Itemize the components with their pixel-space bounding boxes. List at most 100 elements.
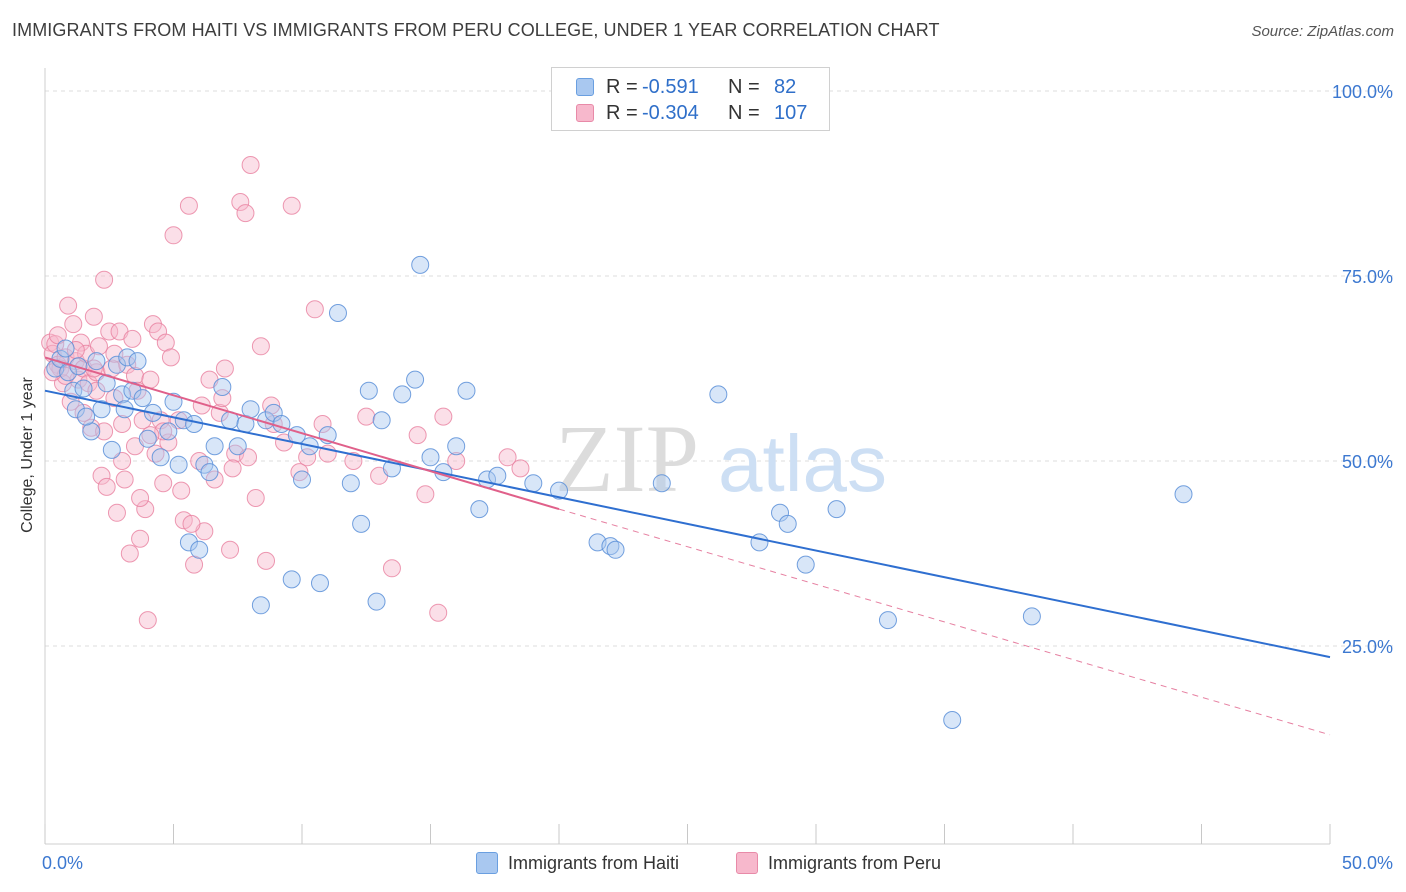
trend-lines <box>44 356 1331 736</box>
legend-row-haiti: R = -0.591 N = 82 <box>576 75 796 99</box>
data-point-peru <box>131 489 150 507</box>
data-point-peru <box>408 426 427 445</box>
data-point-haiti <box>190 540 209 559</box>
data-point-peru <box>182 514 201 533</box>
data-point-peru <box>305 300 324 319</box>
data-point-peru <box>282 196 301 215</box>
data-point-haiti <box>352 514 371 533</box>
trend-line-peru-extension <box>558 508 1331 736</box>
data-point-haiti <box>56 339 75 358</box>
data-point-haiti <box>406 370 425 389</box>
legend-n-value: 82 <box>774 75 797 98</box>
data-point-haiti <box>293 470 311 489</box>
data-point-peru <box>190 452 209 470</box>
series-legend: Immigrants from Haiti Immigrants from Pe… <box>0 852 1406 878</box>
legend-r-label: R = <box>606 101 638 124</box>
data-point-peru <box>120 544 139 563</box>
source-label: Source: ZipAtlas.com <box>1251 23 1394 40</box>
legend-r-label: R = <box>606 75 638 98</box>
data-point-haiti <box>750 533 769 552</box>
y-tick-label: 100.0% <box>1332 82 1393 102</box>
legend-item-peru[interactable]: Immigrants from Peru <box>736 852 941 874</box>
data-point-haiti <box>778 514 797 533</box>
data-point-haiti <box>709 385 728 404</box>
data-point-haiti <box>113 385 132 404</box>
y-tick-label: 50.0% <box>1342 452 1393 472</box>
data-point-haiti <box>133 389 152 408</box>
legend-r-value: -0.304 <box>642 101 699 124</box>
data-point-haiti <box>601 537 620 556</box>
data-point-peru <box>239 448 258 467</box>
legend-n-value: 107 <box>774 101 808 124</box>
data-point-peru <box>89 337 108 356</box>
data-point-haiti <box>1022 607 1041 626</box>
watermark-atlas: atlas <box>718 419 887 508</box>
data-point-haiti <box>138 429 157 448</box>
data-point-haiti <box>341 474 360 493</box>
data-point-peru <box>115 470 134 489</box>
data-point-peru <box>231 193 250 211</box>
legend-swatch-haiti <box>576 78 594 96</box>
data-point-peru <box>138 611 157 630</box>
data-point-haiti <box>159 422 178 441</box>
x-tick-label: 0.0% <box>42 853 83 873</box>
data-point-haiti <box>878 611 897 630</box>
data-point-haiti <box>372 411 391 430</box>
data-point-peru <box>236 204 255 223</box>
y-tick-label: 25.0% <box>1342 637 1393 657</box>
data-point-haiti <box>524 474 543 493</box>
data-point-peru <box>221 540 240 559</box>
data-point-haiti <box>282 570 301 589</box>
data-point-haiti <box>550 481 568 500</box>
legend-n-label: N = <box>728 101 760 124</box>
data-point-haiti <box>411 255 430 274</box>
stats-legend: R = -0.591 N = 82 R = -0.304 N = 107 <box>551 67 830 131</box>
tick-labels: 100.0% 75.0% 50.0% 25.0% 0.0% 50.0% <box>42 82 1393 873</box>
data-point-peru <box>100 322 119 341</box>
data-point-haiti <box>228 437 247 456</box>
watermark: ZIP atlas <box>555 405 887 512</box>
data-point-haiti <box>200 463 219 482</box>
data-point-peru <box>53 374 72 393</box>
data-point-peru <box>215 359 234 378</box>
data-point-peru <box>447 452 466 470</box>
trend-line-peru <box>44 356 560 511</box>
data-point-haiti <box>118 348 137 367</box>
data-point-haiti <box>66 400 85 419</box>
data-point-peru <box>511 459 530 478</box>
legend-swatch-peru <box>736 852 758 874</box>
data-point-peru <box>95 270 114 289</box>
legend-item-haiti[interactable]: Immigrants from Haiti <box>476 852 679 874</box>
data-point-peru <box>113 415 132 433</box>
legend-r-value: -0.591 <box>642 75 699 98</box>
data-point-haiti <box>470 500 489 519</box>
data-point-haiti <box>179 533 198 552</box>
data-point-haiti <box>107 355 126 374</box>
data-point-peru <box>48 326 67 345</box>
legend-row-peru: R = -0.304 N = 107 <box>576 101 807 125</box>
legend-label-haiti: Immigrants from Haiti <box>508 852 680 873</box>
data-point-peru <box>434 407 453 426</box>
data-point-peru <box>241 156 260 174</box>
data-point-haiti <box>169 455 188 474</box>
data-point-haiti <box>796 555 815 574</box>
data-point-haiti <box>87 352 106 371</box>
x-tick-label: 50.0% <box>1342 853 1393 873</box>
data-point-peru <box>179 196 198 215</box>
data-point-peru <box>136 500 155 519</box>
data-point-peru <box>92 466 111 485</box>
data-point-haiti <box>421 448 440 467</box>
data-point-haiti <box>241 400 260 419</box>
trend-line-haiti <box>44 389 1331 659</box>
data-point-peru <box>344 452 363 470</box>
data-point-haiti <box>77 407 96 426</box>
legend-label-peru: Immigrants from Peru <box>768 852 942 873</box>
legend-n-label: N = <box>728 75 760 98</box>
data-point-peru <box>95 422 114 441</box>
data-point-haiti <box>128 352 147 371</box>
data-point-peru <box>290 463 309 482</box>
data-point-haiti <box>943 711 962 729</box>
data-point-peru <box>223 459 242 478</box>
data-point-peru <box>313 415 332 433</box>
